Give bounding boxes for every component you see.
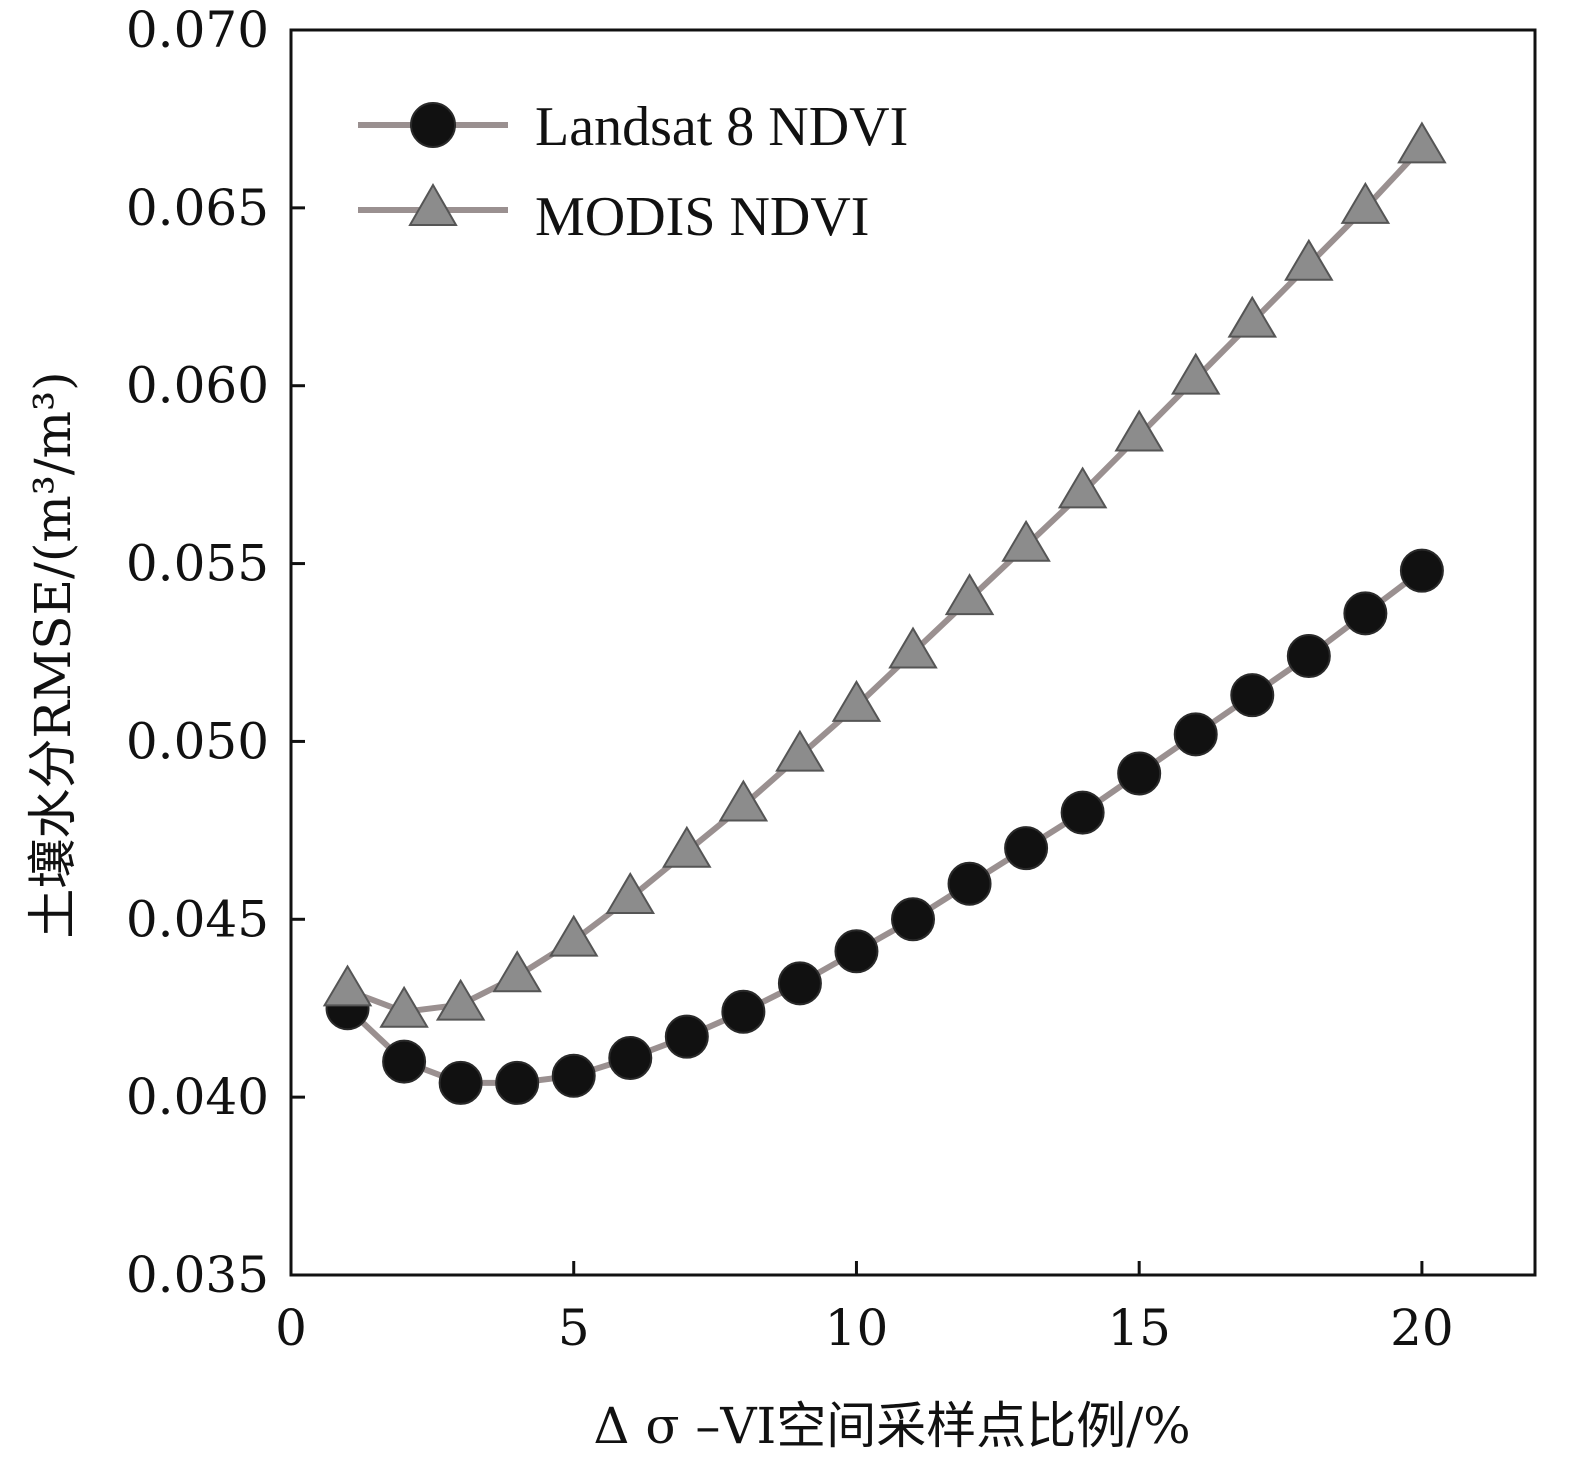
y-axis-ticks: 0.035 0.040 0.045 0.050 0.055 0.060 0.065 0.070: [126, 1, 305, 1304]
data-point-landsat: [1060, 790, 1105, 835]
x-tick-label: 15: [1107, 1299, 1171, 1357]
data-point-modis: [888, 626, 938, 669]
data-point-modis: [775, 729, 825, 772]
data-point-modis: [831, 679, 882, 722]
data-point-landsat: [608, 1036, 653, 1081]
x-tick-label: 0: [275, 1299, 307, 1357]
data-point-modis: [1057, 466, 1108, 509]
data-point-modis: [322, 964, 373, 1007]
y-tick-label: 0.050: [126, 712, 269, 770]
plot-frame: [289, 28, 1537, 1277]
series-line-modis: [346, 145, 1425, 1015]
data-point-modis: [548, 914, 599, 957]
data-point-modis: [718, 779, 769, 822]
data-point-landsat: [1399, 548, 1444, 593]
data-point-landsat: [1230, 673, 1275, 718]
y-tick-label: 0.035: [126, 1246, 269, 1304]
data-point-landsat: [1286, 634, 1331, 679]
y-tick-label: 0.055: [126, 535, 269, 593]
x-tick-label: 5: [558, 1299, 590, 1357]
data-point-landsat: [891, 897, 935, 942]
y-axis-title: 土壤水分RMSE/(m³/m³): [24, 371, 82, 938]
y-tick-label: 0.040: [126, 1068, 269, 1126]
data-point-modis: [1340, 181, 1391, 224]
data-point-landsat: [777, 961, 822, 1006]
data-point-modis: [1397, 121, 1447, 164]
legend-marker-modis: [408, 182, 458, 226]
y-tick-label: 0.045: [126, 890, 269, 948]
series-line-landsat: [345, 568, 1424, 1086]
data-point-modis: [492, 950, 542, 993]
x-tick-label: 20: [1390, 1299, 1454, 1357]
legend-label-modis: MODIS NDVI: [535, 186, 869, 248]
data-point-landsat: [947, 861, 992, 906]
x-axis-title: Δ σ –VI空间采样点比例/%: [593, 1397, 1190, 1455]
data-point-modis: [662, 825, 712, 868]
x-tick-label: 10: [825, 1299, 889, 1357]
data-point-landsat: [1117, 751, 1162, 796]
data-point-modis: [1170, 352, 1221, 395]
data-point-landsat: [834, 929, 879, 974]
data-point-landsat: [664, 1014, 709, 1059]
data-point-modis: [944, 573, 995, 616]
data-point-modis: [1284, 238, 1334, 281]
data-point-landsat: [1343, 591, 1388, 636]
legend-marker-landsat: [410, 102, 456, 148]
data-point-modis: [605, 871, 656, 914]
data-point-modis: [1227, 295, 1278, 338]
y-tick-label: 0.060: [126, 357, 269, 415]
data-point-modis: [435, 978, 486, 1021]
y-tick-label: 0.065: [126, 179, 269, 237]
data-point-landsat: [1173, 712, 1218, 757]
data-point-landsat: [438, 1060, 483, 1105]
legend: Landsat 8 NDVI MODIS NDVI: [358, 96, 908, 248]
data-point-landsat: [721, 989, 766, 1034]
data-point-modis: [1114, 409, 1164, 452]
legend-label-landsat: Landsat 8 NDVI: [535, 96, 908, 158]
data-point-landsat: [382, 1039, 427, 1084]
data-point-landsat: [1004, 826, 1049, 871]
series-layer: [322, 121, 1447, 1105]
data-point-landsat: [495, 1060, 540, 1105]
x-axis-ticks: 0 5 10 15 20: [275, 1261, 1454, 1357]
data-point-landsat: [551, 1053, 596, 1098]
y-tick-label: 0.070: [126, 1, 269, 59]
data-point-modis: [379, 985, 429, 1028]
data-point-modis: [1001, 519, 1051, 562]
